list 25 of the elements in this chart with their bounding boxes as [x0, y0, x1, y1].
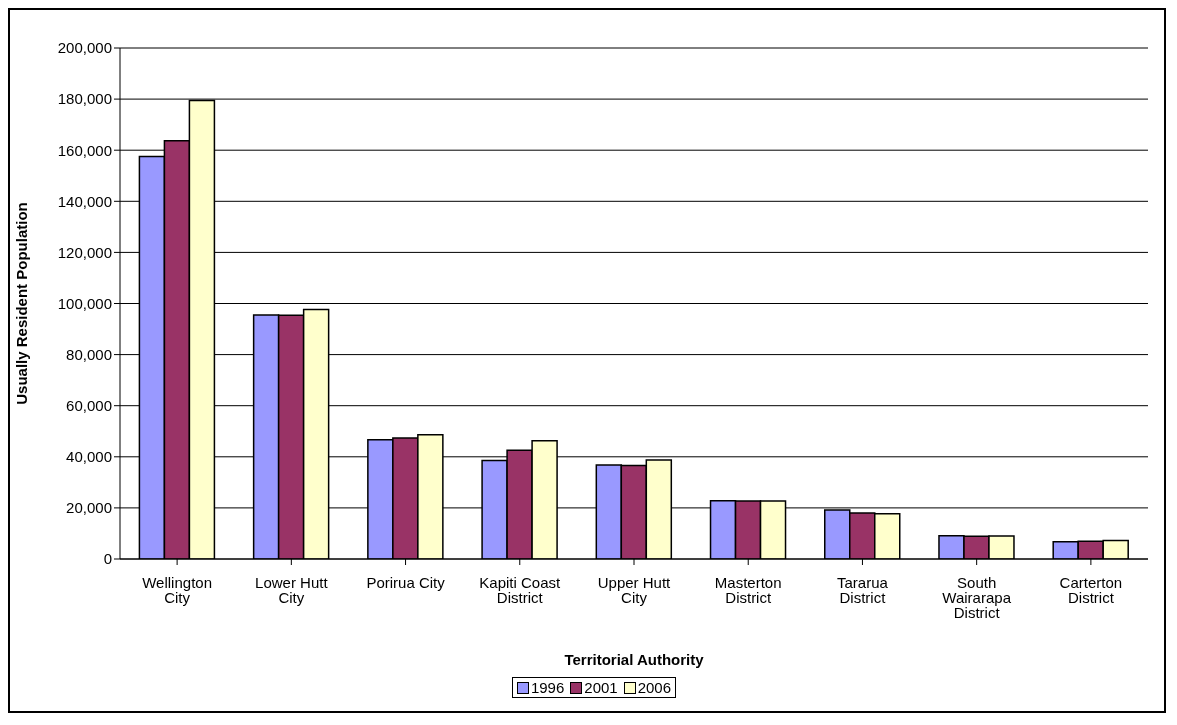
- y-tick-label: 100,000: [57, 294, 112, 312]
- y-tick-label: 20,000: [66, 499, 112, 517]
- y-tick-label: 60,000: [66, 397, 112, 415]
- y-tick-label: 160,000: [57, 141, 112, 159]
- y-tick-label: 120,000: [57, 243, 112, 261]
- y-tick-label: 40,000: [66, 448, 112, 466]
- x-tick-label: South Wairarapa District: [942, 573, 1012, 621]
- x-tick-label: Porirua City: [366, 573, 446, 591]
- legend-label: 2001: [583, 679, 618, 696]
- y-tick-label: 0: [103, 550, 112, 568]
- legend-label: 1996: [529, 679, 565, 696]
- x-tick-label: Masterton District: [714, 573, 782, 606]
- y-tick-label: 80,000: [66, 345, 112, 363]
- y-tick-label: 180,000: [57, 90, 112, 108]
- legend-label: 2006: [636, 679, 672, 696]
- x-axis-title: Territorial Authority: [564, 651, 705, 668]
- x-tick-label: Lower Hutt City: [255, 573, 329, 606]
- y-axis-title: Usually Resident Population: [13, 202, 31, 405]
- y-tick-label: 140,000: [57, 192, 112, 210]
- x-tick-label: Upper Hutt City: [597, 573, 672, 606]
- y-tick-label: 200,000: [57, 39, 112, 57]
- x-tick-label: Tararua District: [837, 573, 889, 606]
- x-tick-label: Wellington City: [142, 573, 212, 606]
- x-tick-label: Carterton District: [1059, 573, 1123, 606]
- x-tick-label: Kapiti Coast District: [479, 573, 562, 606]
